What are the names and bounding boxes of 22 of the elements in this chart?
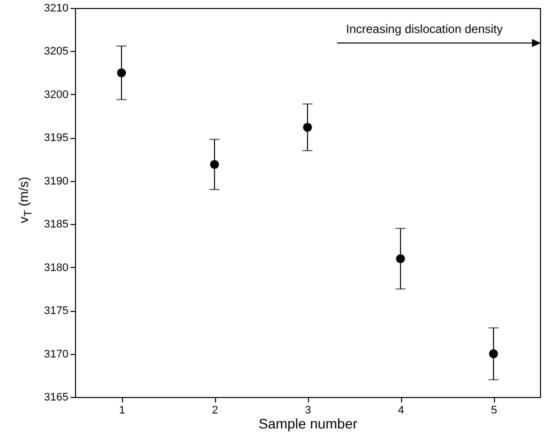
x-tick-label: 2 <box>212 404 218 416</box>
y-tick-label: 3200 <box>44 88 68 101</box>
annotation: Increasing dislocation density <box>346 22 503 36</box>
point <box>303 122 312 132</box>
point <box>210 160 219 169</box>
point <box>396 254 405 264</box>
y-tick-label: 3190 <box>44 175 68 188</box>
point <box>489 349 498 358</box>
y-tick-label: 3205 <box>44 46 68 58</box>
x-tick-label: 1 <box>118 404 126 416</box>
y-tick-label: 3175 <box>44 305 68 318</box>
y-tick-label: 3210 <box>44 2 68 14</box>
y-tick-label: 3180 <box>44 262 68 274</box>
x-axis-title: Sample number <box>258 416 358 432</box>
y-tick-label: 3170 <box>44 348 68 360</box>
y-tick-label: 3185 <box>44 218 68 231</box>
x-tick-label: 3 <box>304 404 312 416</box>
x-tick-label: 4 <box>398 404 404 416</box>
y-tick-label: 3165 <box>44 392 68 404</box>
y-tick-label: 3195 <box>44 132 68 144</box>
point <box>117 68 126 78</box>
x-tick-label: 5 <box>490 404 498 416</box>
